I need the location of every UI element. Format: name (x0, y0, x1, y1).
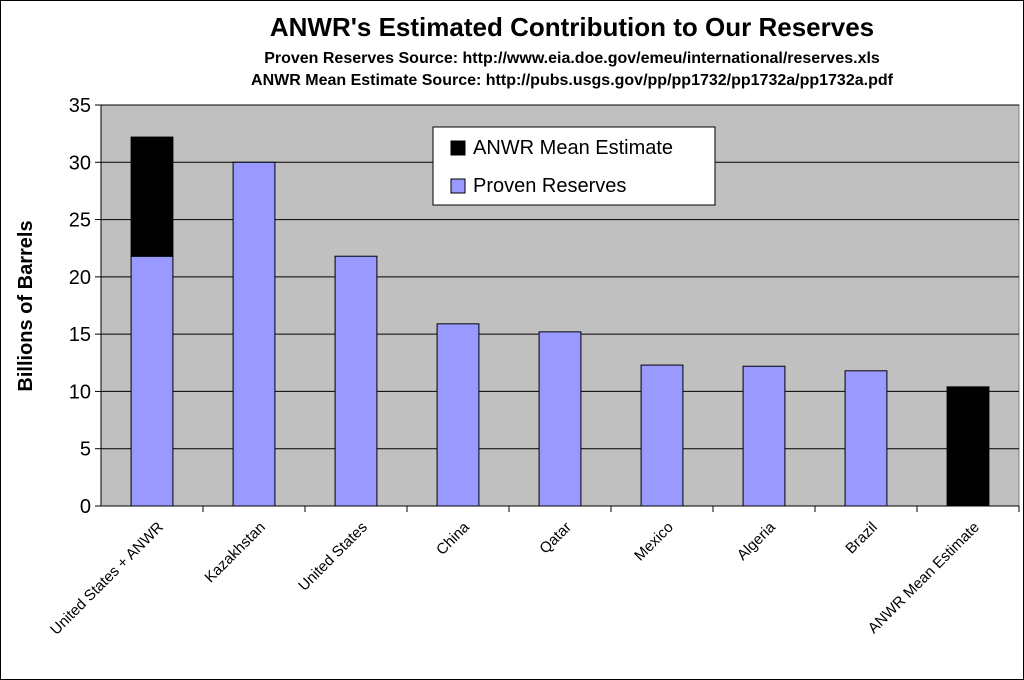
y-tick-label: 30 (69, 152, 91, 174)
legend-box (432, 126, 716, 206)
bar-proven-reserves (130, 255, 174, 507)
legend: ANWR Mean Estimate Proven Reserves (432, 126, 716, 206)
x-tick-label: United States + ANWR (47, 519, 167, 639)
chart-subtitle-2: ANWR Mean Estimate Source: http://pubs.u… (251, 72, 894, 89)
bar-proven-reserves (436, 323, 480, 507)
x-tick-label: Mexico (631, 519, 677, 565)
bar-anwr-mean-estimate (946, 386, 990, 507)
y-tick-label: 35 (69, 95, 91, 117)
chart-subtitle-1: Proven Reserves Source: http://www.eia.d… (264, 50, 880, 67)
x-tick-label: ANWR Mean Estimate (865, 519, 983, 637)
legend-label: Proven Reserves (473, 175, 626, 197)
bar-anwr-mean-estimate (130, 136, 174, 257)
x-tick-label: Brazil (842, 519, 881, 558)
x-tick-label: United States (295, 519, 371, 595)
legend-swatch (450, 178, 466, 194)
bar-proven-reserves (640, 364, 684, 507)
y-tick-label: 15 (69, 324, 91, 346)
y-tick-label: 5 (80, 439, 91, 461)
x-tick-label: Qatar (536, 519, 575, 558)
legend-swatch (450, 140, 466, 156)
legend-label: ANWR Mean Estimate (473, 137, 673, 159)
y-axis-label: Billions of Barrels (15, 220, 37, 391)
bar-proven-reserves (334, 255, 378, 507)
bar-proven-reserves (538, 331, 582, 507)
bar-proven-reserves (232, 161, 276, 507)
y-tick-label: 20 (69, 267, 91, 289)
y-tick-label: 0 (80, 496, 91, 518)
y-tick-label: 25 (69, 210, 91, 232)
x-tick-label: Algeria (734, 518, 780, 564)
y-tick-label: 10 (69, 381, 91, 403)
bar-proven-reserves (844, 370, 888, 507)
x-tick-label: Kazakhstan (201, 519, 268, 586)
bar-proven-reserves (742, 365, 786, 507)
x-tick-label: China (433, 518, 473, 558)
chart-title: ANWR's Estimated Contribution to Our Res… (270, 12, 874, 42)
